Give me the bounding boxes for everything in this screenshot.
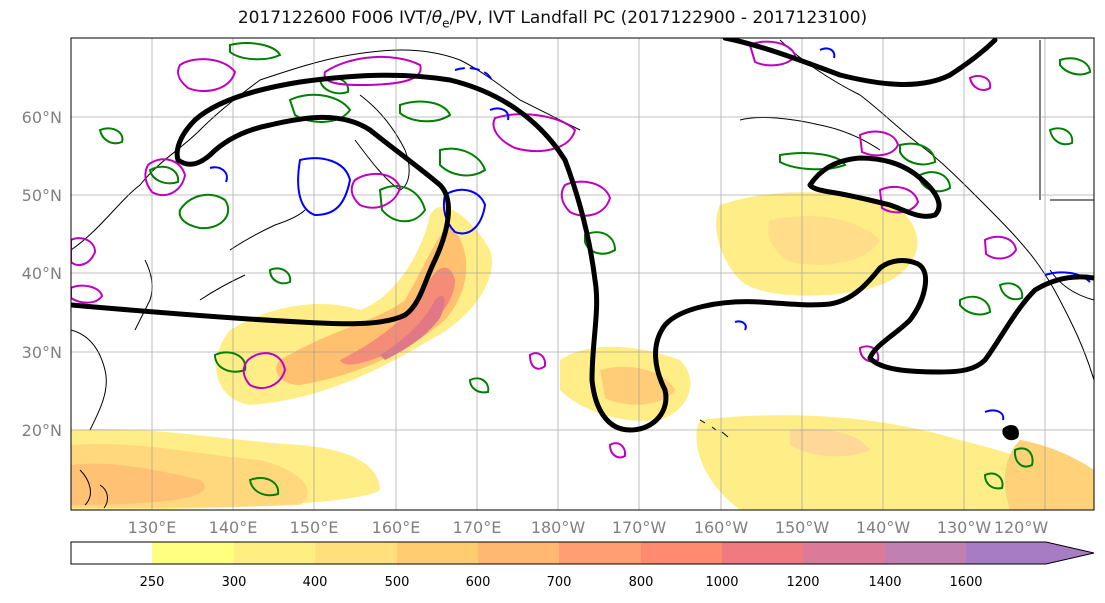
colorbar-swatch-6 <box>641 542 722 564</box>
colorbar-swatch-5 <box>559 542 641 564</box>
colorbar-swatch-3 <box>397 542 478 564</box>
map-frame <box>70 37 1095 511</box>
colorbar-swatch-below <box>71 542 152 564</box>
lon-label-160w: 160°W <box>694 518 749 537</box>
lon-label-150w: 150°W <box>775 518 830 537</box>
colorbar-tick-1000: 1000 <box>705 575 738 590</box>
lat-labels: 60°N 50°N 40°N 30°N 20°N <box>22 108 62 440</box>
lon-label-140w: 140°W <box>856 518 911 537</box>
colorbar-tick-500: 500 <box>385 575 410 590</box>
colorbar-swatch-2 <box>315 542 397 564</box>
lon-label-170w: 170°W <box>612 518 667 537</box>
colorbar-tick-600: 600 <box>466 575 491 590</box>
colorbar-outline <box>70 541 1095 565</box>
colorbar-swatch-4 <box>478 542 559 564</box>
lon-label-130e: 130°E <box>128 518 177 537</box>
colorbar-tick-400: 400 <box>303 575 328 590</box>
colorbar <box>70 541 1095 565</box>
lon-label-120w: 120°W <box>994 518 1049 537</box>
lat-label-50n: 50°N <box>22 186 62 205</box>
colorbar-swatch-0 <box>152 542 234 564</box>
ivt-shading <box>71 192 1094 510</box>
colorbar-swatch-7 <box>722 542 803 564</box>
colorbar-swatch-8 <box>803 542 885 564</box>
colorbar-extend-arrow <box>966 542 1094 564</box>
map-title: 2017122600 F006 IVT/θe/PV, IVT Landfall … <box>237 8 868 31</box>
pv-negative-contours <box>209 47 1091 421</box>
colorbar-tick-1200: 1200 <box>786 575 819 590</box>
lon-label-170e: 170°E <box>453 518 502 537</box>
lon-label-180w: 180°W <box>531 518 586 537</box>
colorbar-swatch-1 <box>234 542 315 564</box>
landfall-pc-contours <box>71 38 1094 441</box>
pv-positive-contours <box>71 40 1018 459</box>
lon-labels: 130°E 140°E 150°E 160°E 170°E 180°W 170°… <box>128 518 1049 537</box>
colorbar-tick-250: 250 <box>140 575 165 590</box>
coastlines <box>71 39 1094 509</box>
colorbar-tick-1600: 1600 <box>949 575 982 590</box>
colorbar-tick-1400: 1400 <box>868 575 901 590</box>
lat-label-40n: 40°N <box>22 264 62 283</box>
colorbar-tick-300: 300 <box>222 575 247 590</box>
lat-label-30n: 30°N <box>22 343 62 362</box>
lon-label-130w: 130°W <box>937 518 992 537</box>
colorbar-ticks: 250 300 400 500 600 700 800 1000 1200 14… <box>140 575 983 590</box>
lon-label-140e: 140°E <box>209 518 258 537</box>
graticule <box>71 38 1094 510</box>
lat-label-20n: 20°N <box>22 421 62 440</box>
lon-label-160e: 160°E <box>372 518 421 537</box>
ivt-atmospheric-river <box>216 207 492 405</box>
lat-label-60n: 60°N <box>22 108 62 127</box>
colorbar-tick-700: 700 <box>547 575 572 590</box>
colorbar-tick-800: 800 <box>629 575 654 590</box>
lon-label-150e: 150°E <box>290 518 339 537</box>
colorbar-swatch-9 <box>885 542 966 564</box>
